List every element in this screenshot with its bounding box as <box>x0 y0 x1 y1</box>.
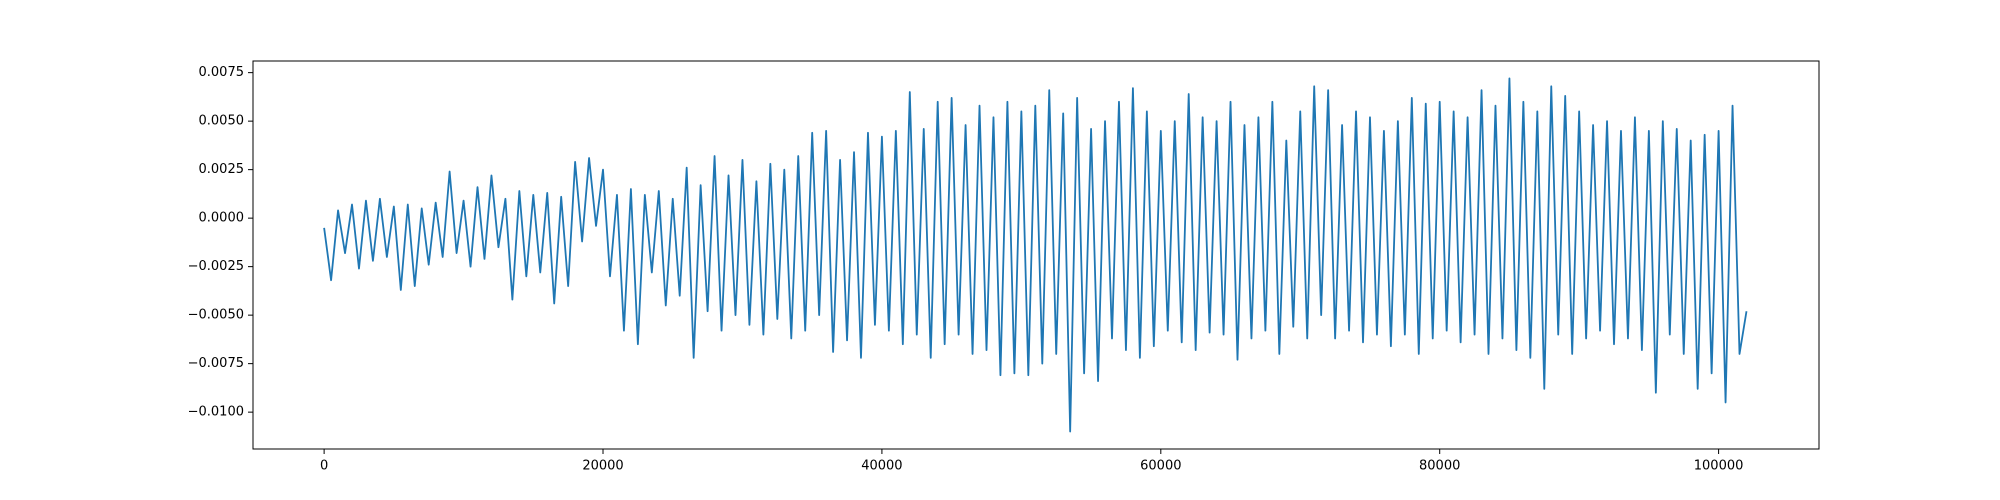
x-tick-label: 40000 <box>861 459 902 474</box>
y-tick-label: 0.0050 <box>199 114 245 129</box>
plot-frame <box>252 60 1820 450</box>
y-tick-label: −0.0050 <box>188 308 244 323</box>
y-tick-label: −0.0025 <box>188 259 244 274</box>
y-tick-label: 0.0000 <box>199 211 245 226</box>
y-tick-label: −0.0100 <box>188 405 244 420</box>
y-tick-label: 0.0075 <box>199 65 245 80</box>
x-tick-label: 20000 <box>582 459 623 474</box>
series-line <box>323 77 1748 433</box>
x-tick-label: 80000 <box>1419 459 1460 474</box>
y-tick-label: 0.0025 <box>199 162 245 177</box>
x-tick-label: 100000 <box>1694 459 1744 474</box>
x-tick-label: 0 <box>320 459 328 474</box>
x-tick-label: 60000 <box>1140 459 1181 474</box>
y-tick-label: −0.0075 <box>188 356 244 371</box>
